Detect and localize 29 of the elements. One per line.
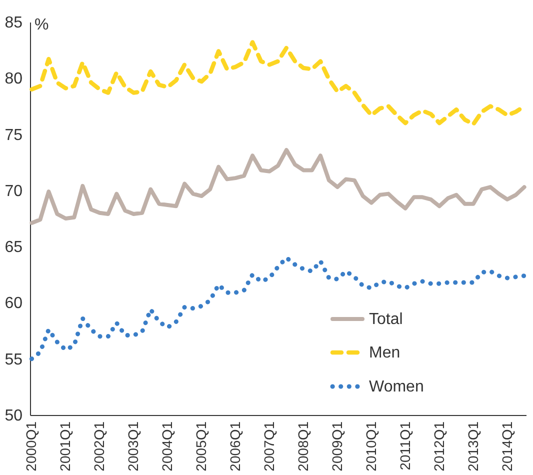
legend-label: Total [369, 311, 403, 328]
x-tick-label: 2013Q1 [464, 421, 481, 472]
legend-label: Men [369, 344, 400, 362]
x-tick-label: 2006Q1 [227, 421, 244, 472]
x-tick-label: 2010Q1 [362, 421, 379, 472]
x-tick-label: 2000Q1 [23, 421, 40, 472]
x-tick-label: 2004Q1 [159, 421, 176, 472]
y-axis-title: % [34, 16, 49, 34]
x-tick-label: 2009Q1 [328, 421, 345, 472]
x-tick-label: 2002Q1 [91, 421, 108, 472]
y-tick-label: 55 [4, 351, 23, 368]
y-tick-label: 70 [4, 182, 23, 200]
x-tick-label: 2003Q1 [125, 421, 142, 472]
x-tick-label: 2007Q1 [261, 421, 278, 472]
line-series [30, 148, 526, 225]
y-tick-label: 65 [4, 239, 23, 256]
x-tick-label: 2012Q1 [430, 421, 447, 472]
y-tick-label: 85 [4, 14, 23, 32]
legend-label: Women [369, 378, 424, 396]
y-tick-label: 80 [4, 70, 23, 88]
y-tick-label: 50 [4, 408, 23, 424]
y-tick-label: 60 [4, 295, 23, 312]
line-series [29, 256, 527, 362]
x-tick-label: 2011Q1 [396, 421, 413, 470]
y-tick-label: 75 [4, 126, 23, 144]
x-tick-label: 2014Q1 [498, 421, 515, 472]
x-tick-label: 2005Q1 [193, 421, 210, 472]
x-tick-label: 2001Q1 [57, 421, 74, 472]
x-tick-label: 2008Q1 [294, 421, 311, 472]
